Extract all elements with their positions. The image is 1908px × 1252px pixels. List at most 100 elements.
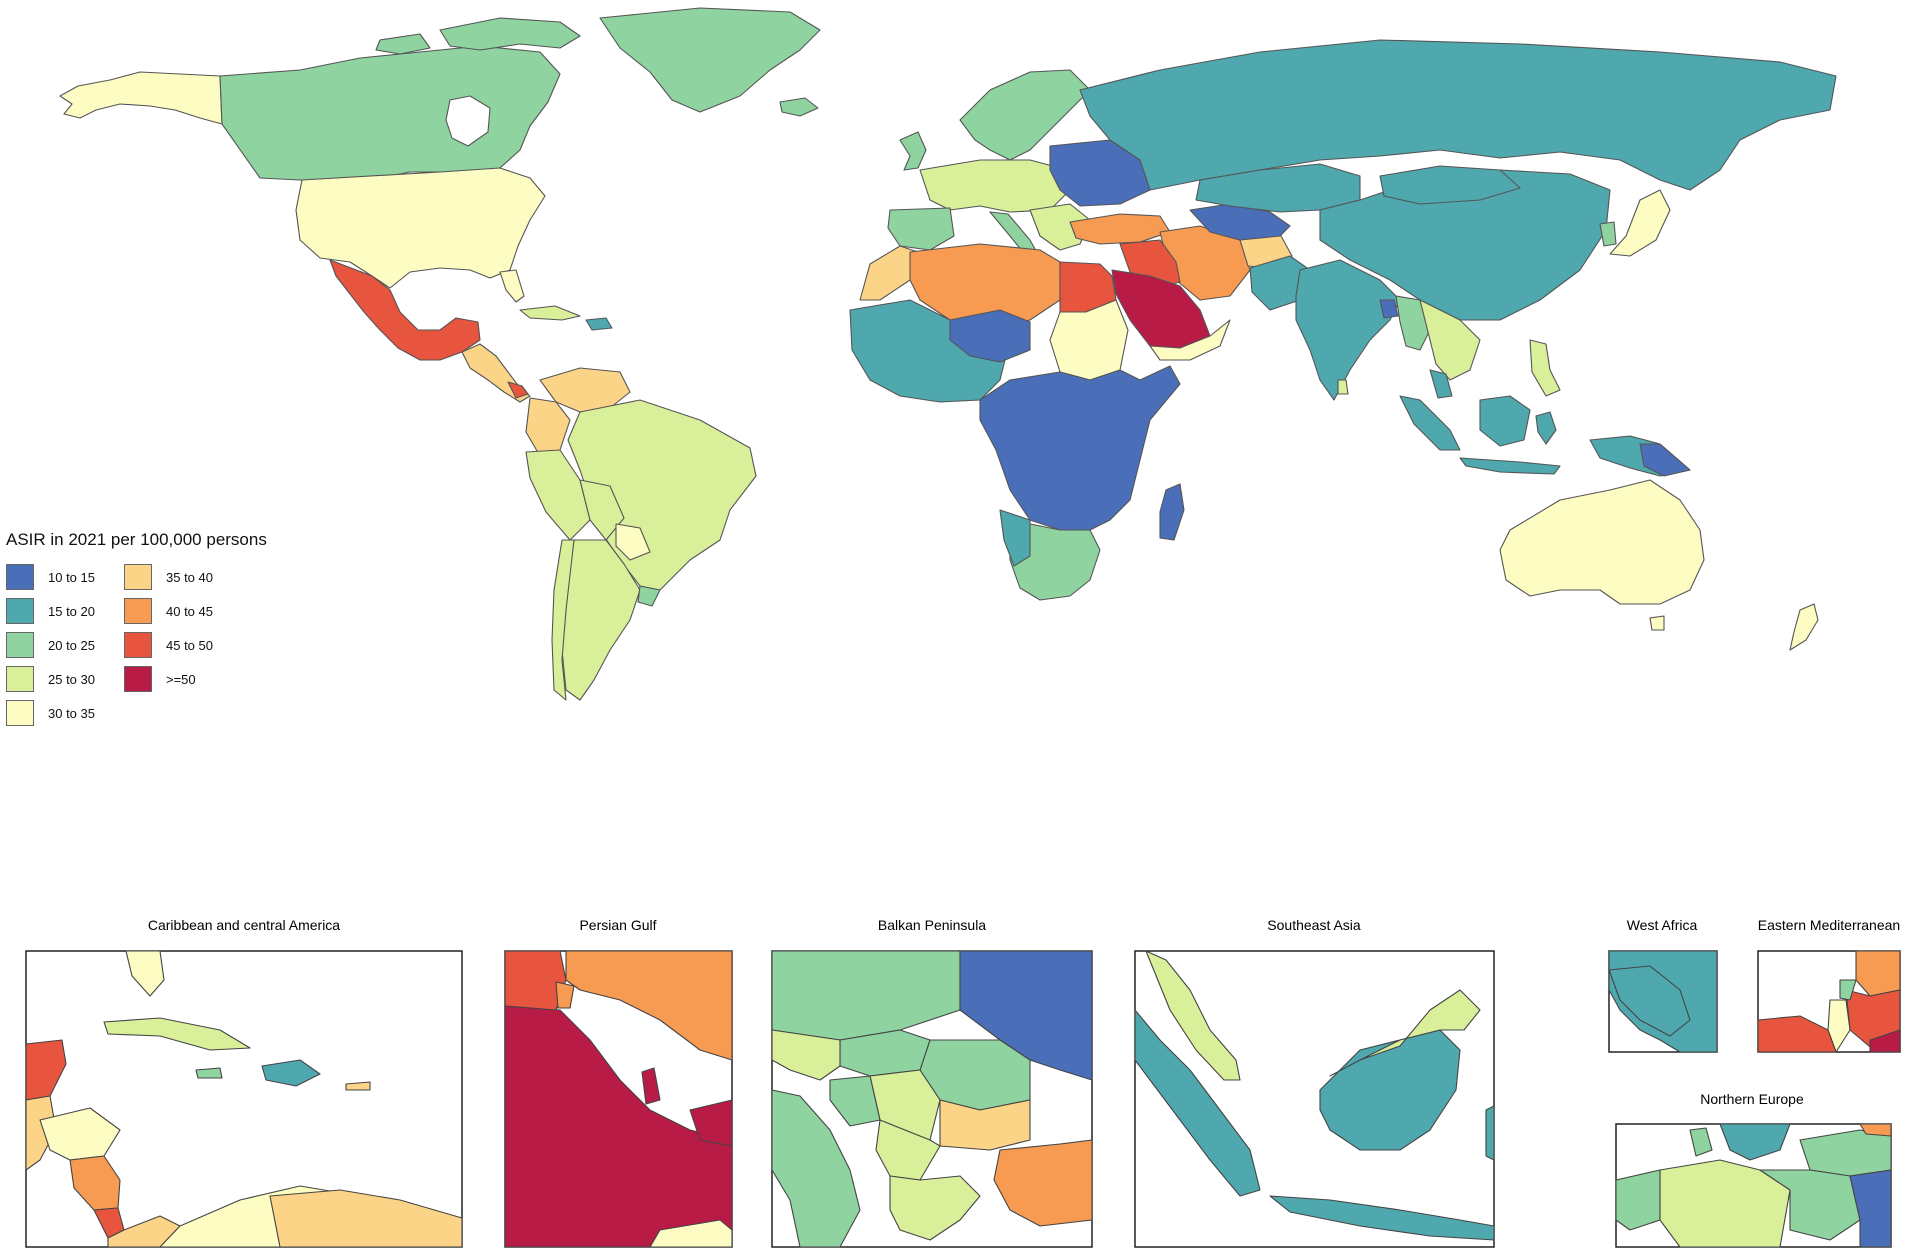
inset-balkan-turkey — [993, 1139, 1093, 1227]
region-southern-africa — [1009, 519, 1101, 601]
region-chile — [551, 539, 575, 701]
region-alaska — [59, 71, 223, 125]
region-uk — [899, 131, 927, 171]
region-australia — [1499, 479, 1705, 605]
region-canada — [219, 45, 561, 181]
inset-balkan-italy — [771, 1089, 861, 1248]
legend-grid: 10 to 15 15 to 20 20 to 25 25 to 30 30 to 35… — [6, 560, 267, 730]
inset-gulf-uae — [689, 1099, 733, 1147]
region-new-zealand — [1789, 603, 1819, 651]
region-namibia — [999, 509, 1031, 567]
inset-gulf-kuwait — [555, 981, 575, 1009]
region-bolivia — [579, 479, 625, 541]
region-scandinavia — [959, 69, 1091, 161]
inset-title-northern-europe: Northern Europe — [1700, 1091, 1804, 1107]
legend-item: 35 to 40 — [124, 560, 242, 594]
region-sudan — [1049, 299, 1129, 381]
region-colombia — [525, 397, 571, 457]
inset-sea-borneo — [1319, 1029, 1461, 1151]
legend-label: 40 to 45 — [166, 603, 213, 619]
region-sumatra — [1399, 395, 1461, 451]
legend-swatch — [6, 564, 34, 590]
region-tasmania — [1649, 615, 1665, 631]
region-iceland — [779, 97, 819, 117]
inset-balkan-west — [771, 1029, 841, 1081]
legend-label: 25 to 30 — [48, 671, 95, 687]
inset-caribbean-cuba — [103, 1017, 251, 1051]
inset-caribbean-venezuela — [269, 1189, 463, 1248]
region-usa — [295, 167, 546, 289]
inset-balkan-bosnia — [829, 1075, 881, 1127]
legend-label: 30 to 35 — [48, 705, 95, 721]
inset-ne-denmark — [1689, 1127, 1713, 1157]
inset-em-lebanon — [1839, 979, 1857, 1001]
region-philippines — [1529, 339, 1561, 397]
region-western-europe — [919, 159, 1071, 213]
region-turkey — [1069, 213, 1171, 245]
region-madagascar — [1159, 483, 1185, 541]
inset-caribbean-jamaica — [195, 1067, 223, 1079]
inset-sea-sumatra — [1134, 1009, 1261, 1197]
legend-label: 45 to 50 — [166, 637, 213, 653]
legend-item: 25 to 30 — [6, 662, 124, 696]
region-cuba — [519, 305, 581, 321]
inset-gulf-iraq — [504, 950, 567, 1011]
legend-swatch — [6, 666, 34, 692]
inset-caribbean-mexico — [25, 1039, 67, 1101]
inset-title-balkan: Balkan Peninsula — [878, 917, 986, 933]
legend-item: 30 to 35 — [6, 696, 124, 730]
region-arctic-islands-2 — [375, 33, 431, 55]
inset-em-saudi — [1869, 1029, 1901, 1053]
legend-item: 15 to 20 — [6, 594, 124, 628]
inset-persian-gulf: Persian Gulf — [504, 917, 733, 1248]
region-peru — [525, 449, 591, 541]
region-india — [1295, 259, 1401, 401]
inset-balkan-greece — [889, 1175, 981, 1241]
region-sri-lanka — [1337, 379, 1349, 395]
region-russia — [1079, 39, 1837, 191]
region-balkans — [1029, 203, 1091, 251]
region-japan — [1609, 189, 1671, 257]
inset-balkan-ukraine — [959, 950, 1093, 1081]
region-florida — [499, 269, 525, 303]
inset-ne-russia — [1859, 1123, 1892, 1137]
legend-label: >=50 — [166, 671, 196, 687]
inset-ne-netherlands — [1615, 1169, 1661, 1231]
region-paraguay — [615, 523, 651, 561]
inset-sea-malaysia — [1145, 950, 1241, 1081]
region-mongolia — [1379, 165, 1521, 205]
main-map — [59, 7, 1837, 701]
inset-eastern-med: Eastern Mediterranean — [1757, 917, 1901, 1053]
region-arctic-islands — [439, 17, 581, 51]
region-uruguay — [637, 585, 661, 607]
inset-caribbean-hispaniola — [261, 1059, 321, 1087]
region-mexico — [329, 259, 481, 361]
legend-swatch — [6, 700, 34, 726]
inset-title-caribbean: Caribbean and central America — [148, 917, 340, 933]
legend-swatch — [124, 632, 152, 658]
legend-swatch — [6, 632, 34, 658]
region-thailand-vietnam — [1419, 299, 1481, 381]
legend-item: 20 to 25 — [6, 628, 124, 662]
inset-title-west-africa: West Africa — [1627, 917, 1698, 933]
legend-swatch — [124, 598, 152, 624]
region-yemen-oman — [1149, 319, 1231, 361]
inset-gulf-saudi — [504, 1005, 733, 1248]
region-korea — [1599, 221, 1617, 247]
legend-item: >=50 — [124, 662, 242, 696]
region-java — [1459, 457, 1561, 475]
legend-label: 20 to 25 — [48, 637, 95, 653]
inset-caribbean: Caribbean and central America — [25, 917, 463, 1248]
legend-item: 45 to 50 — [124, 628, 242, 662]
region-borneo — [1479, 395, 1531, 447]
inset-sea-java — [1269, 1195, 1495, 1241]
inset-title-eastern-med: Eastern Mediterranean — [1758, 917, 1900, 933]
region-iraq-syria — [1119, 239, 1181, 289]
legend: ASIR in 2021 per 100,000 persons 10 to 1… — [6, 530, 267, 730]
region-png — [1639, 443, 1691, 477]
inset-gulf-qatar — [641, 1067, 661, 1105]
inset-northern-europe: Northern Europe — [1615, 1091, 1892, 1248]
legend-swatch — [124, 564, 152, 590]
inset-west-africa: West Africa — [1608, 917, 1718, 1053]
